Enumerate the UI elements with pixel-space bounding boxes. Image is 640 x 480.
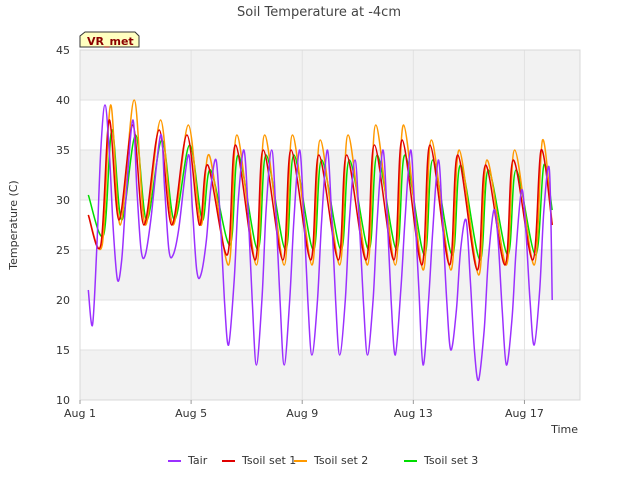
y-axis-ticks: 10 15 20 25 30 35 40 45 <box>56 44 70 407</box>
x-tick-label: Aug 13 <box>394 407 433 420</box>
y-tick-label: 45 <box>56 44 70 57</box>
x-axis-ticks: Aug 1 Aug 5 Aug 9 Aug 13 Aug 17 <box>64 400 544 420</box>
legend-item-tair: Tair <box>168 454 208 467</box>
x-tick-label: Aug 1 <box>64 407 96 420</box>
y-tick-label: 10 <box>56 394 70 407</box>
y-tick-label: 20 <box>56 294 70 307</box>
y-tick-label: 15 <box>56 344 70 357</box>
x-tick-label: Aug 17 <box>505 407 544 420</box>
legend-label: Tair <box>187 454 208 467</box>
legend-item-tsoil-set-2: Tsoil set 2 <box>294 454 368 467</box>
grid-band <box>80 250 580 300</box>
grid-bands <box>80 50 580 400</box>
legend: Tair Tsoil set 1 Tsoil set 2 Tsoil set 3 <box>168 454 478 467</box>
legend-label: Tsoil set 2 <box>313 454 368 467</box>
x-axis-label: Time <box>550 423 578 436</box>
grid-band <box>80 50 580 100</box>
grid-band <box>80 350 580 400</box>
legend-item-tsoil-set-3: Tsoil set 3 <box>404 454 478 467</box>
legend-item-tsoil-set-1: Tsoil set 1 <box>222 454 296 467</box>
x-tick-label: Aug 5 <box>175 407 207 420</box>
y-tick-label: 35 <box>56 144 70 157</box>
legend-label: Tsoil set 1 <box>241 454 296 467</box>
legend-label: Tsoil set 3 <box>423 454 478 467</box>
series-line-tair <box>87 104 553 382</box>
y-axis-label: Temperature (C) <box>7 180 20 270</box>
series-line-tsoil-set-2 <box>87 99 553 276</box>
x-tick-label: Aug 9 <box>286 407 318 420</box>
plot-frame <box>79 49 581 401</box>
series-line-tsoil-set-1 <box>87 119 553 271</box>
y-tick-label: 30 <box>56 194 70 207</box>
series-layer <box>87 99 553 382</box>
site-badge-box <box>79 31 140 48</box>
y-tick-label: 25 <box>56 244 70 257</box>
site-badge-label: VR_met <box>87 35 134 48</box>
site-badge: VR_met <box>79 31 140 48</box>
y-tick-label: 40 <box>56 94 70 107</box>
chart-title: Soil Temperature at -4cm <box>237 5 401 20</box>
